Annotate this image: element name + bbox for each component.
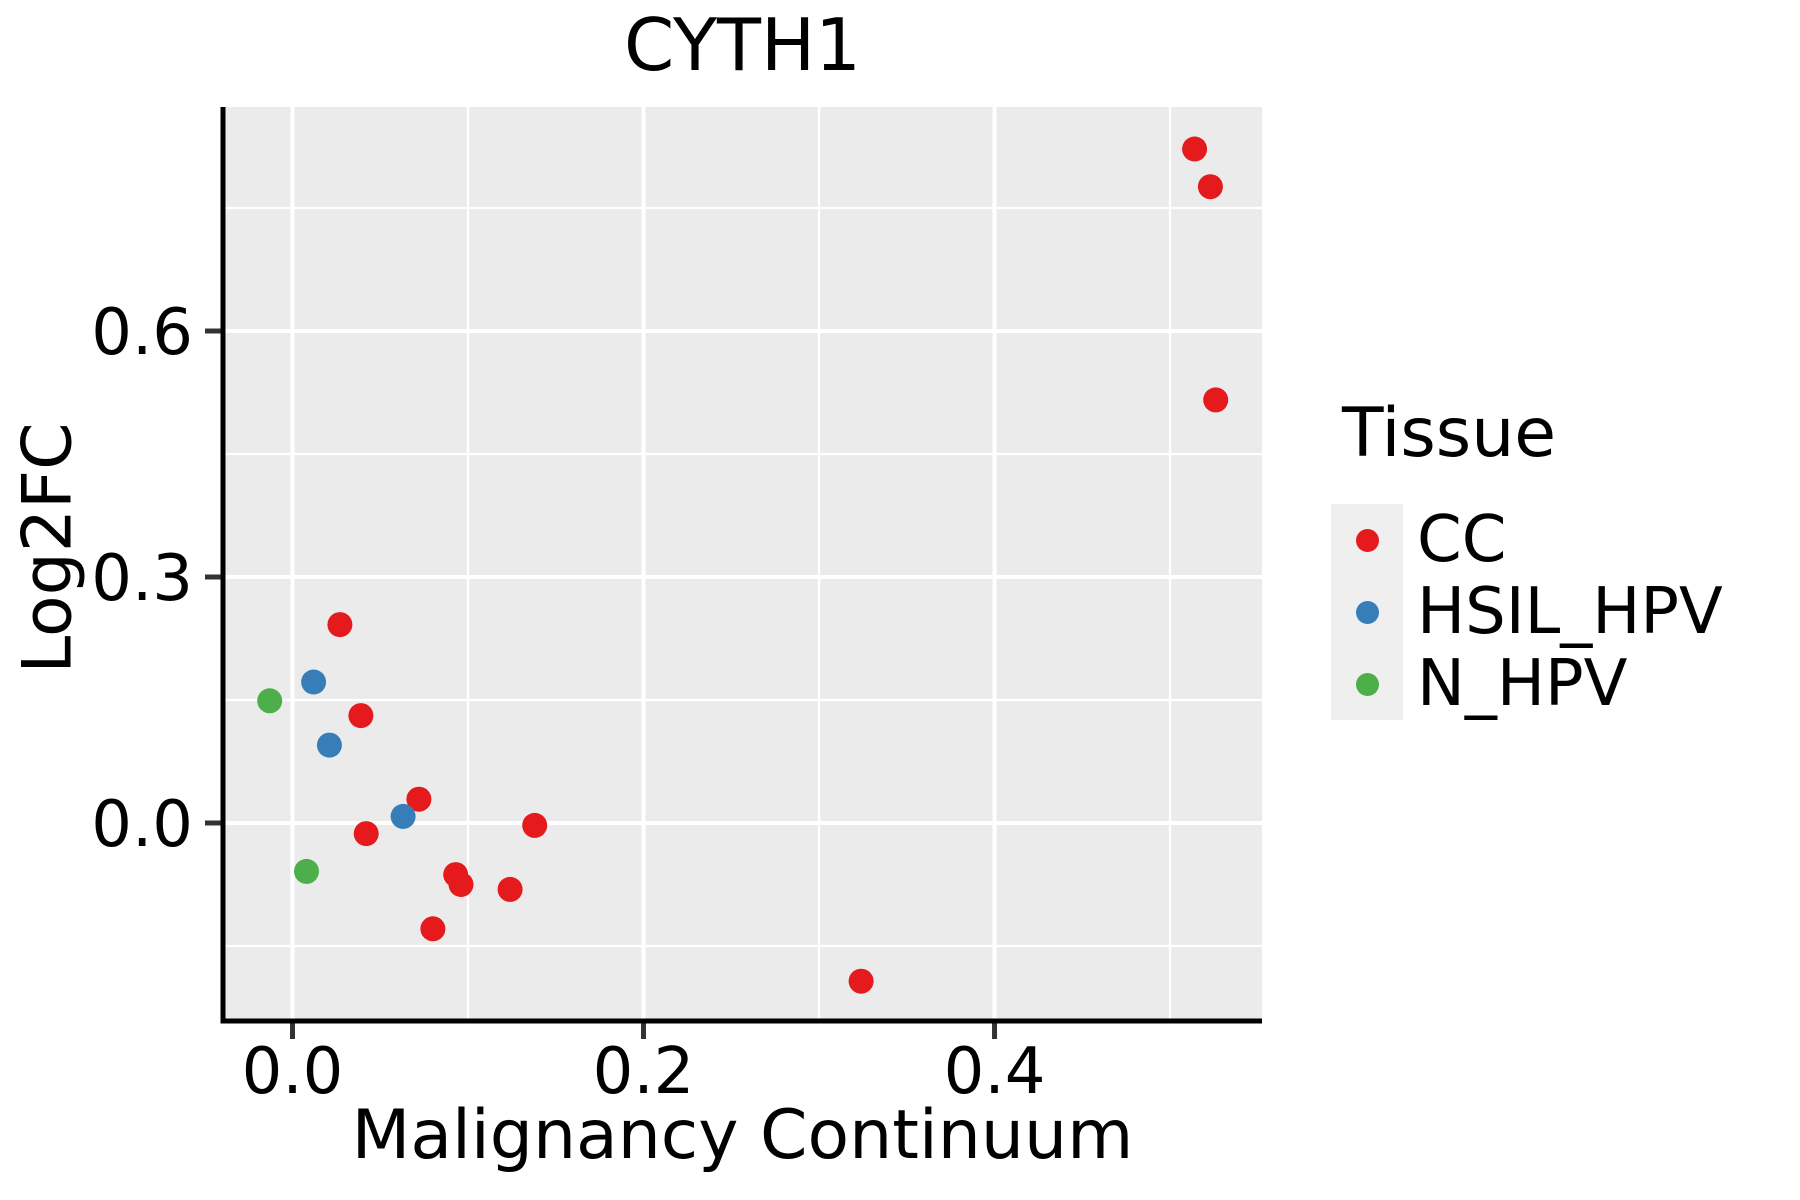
legend-key [1331,576,1403,648]
x-axis-title: Malignancy Continuum [351,1096,1134,1175]
plot-title: CYTH1 [624,3,861,87]
cc-dot-icon [1355,528,1379,552]
legend-title: Tissue [1342,394,1557,473]
x-tick-label: 0.2 [593,1035,695,1109]
legend-entry-n-hpv: N_HPV [1331,648,1723,720]
hsil-hpv-dot-icon [1355,600,1379,624]
data-point-cc [406,786,432,812]
y-axis-title: Log2FC [8,422,88,674]
data-point-cc [497,876,523,902]
panel-background [223,107,1262,1021]
legend-entries: CC HSIL_HPV N_HPV [1331,504,1723,720]
data-point-cc [327,612,353,638]
legend-entry-cc: CC [1331,504,1723,576]
data-point-n_hpv [294,858,319,884]
data-point-cc [1203,387,1229,413]
data-point-hsil_hpv [316,732,342,758]
data-point-cc [848,968,874,994]
data-point-hsil_hpv [390,803,416,829]
n-hpv-dot-icon [1355,672,1379,696]
legend-entry-label: HSIL_HPV [1417,575,1723,649]
legend: Tissue CC HSIL_HPV N_HPV [1331,400,1723,720]
data-point-cc [1197,174,1223,200]
y-tick-label: 0.0 [91,788,193,862]
data-point-cc [420,916,446,942]
data-point-hsil_hpv [301,669,327,695]
y-tick-label: 0.6 [91,296,193,370]
data-point-cc [348,703,374,729]
legend-entry-hsil-hpv: HSIL_HPV [1331,576,1723,648]
legend-entry-label: CC [1417,503,1507,577]
legend-entry-label: N_HPV [1417,647,1628,721]
data-point-cc [522,812,548,838]
y-tick-label: 0.3 [91,542,193,616]
data-point-cc [448,872,474,897]
legend-key [1331,648,1403,720]
data-point-cc [1182,136,1208,162]
data-point-n_hpv [257,688,283,714]
x-tick-label: 0.4 [944,1035,1046,1109]
legend-key [1331,504,1403,576]
x-tick-label: 0.0 [242,1035,344,1109]
data-point-cc [353,821,379,847]
